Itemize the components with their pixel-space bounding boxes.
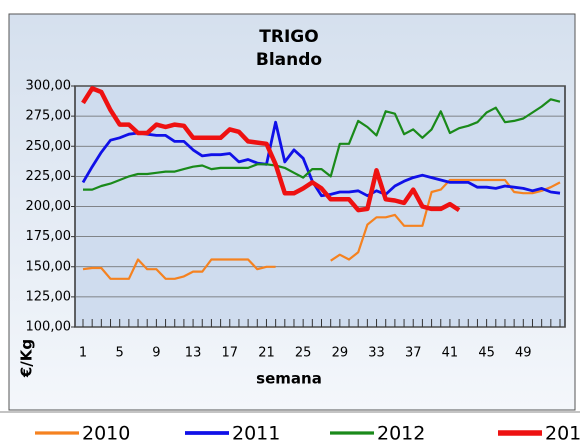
series-line	[82, 178, 561, 280]
x-tick-label: 9	[152, 346, 160, 361]
series-line	[81, 120, 561, 198]
x-tick-label: 29	[332, 346, 349, 361]
x-tick-label: 17	[221, 346, 238, 361]
y-tick-label: 200,00	[26, 199, 72, 214]
legend-label: 2011	[232, 423, 280, 443]
x-tick-label: 5	[116, 346, 124, 361]
y-tick-label: 150,00	[26, 259, 72, 274]
legend-label: 2012	[377, 423, 425, 443]
legend-label: 2013	[545, 423, 580, 443]
chart-subtitle: Blando	[256, 50, 322, 70]
x-tick-label: 1	[79, 346, 87, 361]
x-tick-label: 25	[295, 346, 312, 361]
x-tick-label: 45	[478, 346, 495, 361]
y-tick-label: 250,00	[26, 139, 72, 154]
y-axis-label: €/Kg	[18, 339, 36, 378]
y-tick-label: 300,00	[26, 79, 72, 94]
series-line	[81, 86, 461, 213]
y-tick-label: 275,00	[26, 109, 72, 124]
x-tick-label: 21	[258, 346, 275, 361]
x-tick-label: 49	[515, 346, 532, 361]
x-tick-label: 41	[442, 346, 459, 361]
x-tick-label: 13	[185, 346, 202, 361]
y-tick-label: 225,00	[26, 169, 72, 184]
y-tick-label: 175,00	[26, 229, 72, 244]
series-line	[83, 98, 561, 191]
x-axis-label: semana	[256, 370, 322, 388]
y-tick-label: 125,00	[26, 289, 72, 304]
y-tick-label: 100,00	[26, 320, 72, 335]
chart-title: TRIGO	[259, 27, 318, 47]
x-tick-label: 37	[405, 346, 422, 361]
x-tick-label: 33	[368, 346, 385, 361]
legend-label: 2010	[82, 423, 130, 443]
